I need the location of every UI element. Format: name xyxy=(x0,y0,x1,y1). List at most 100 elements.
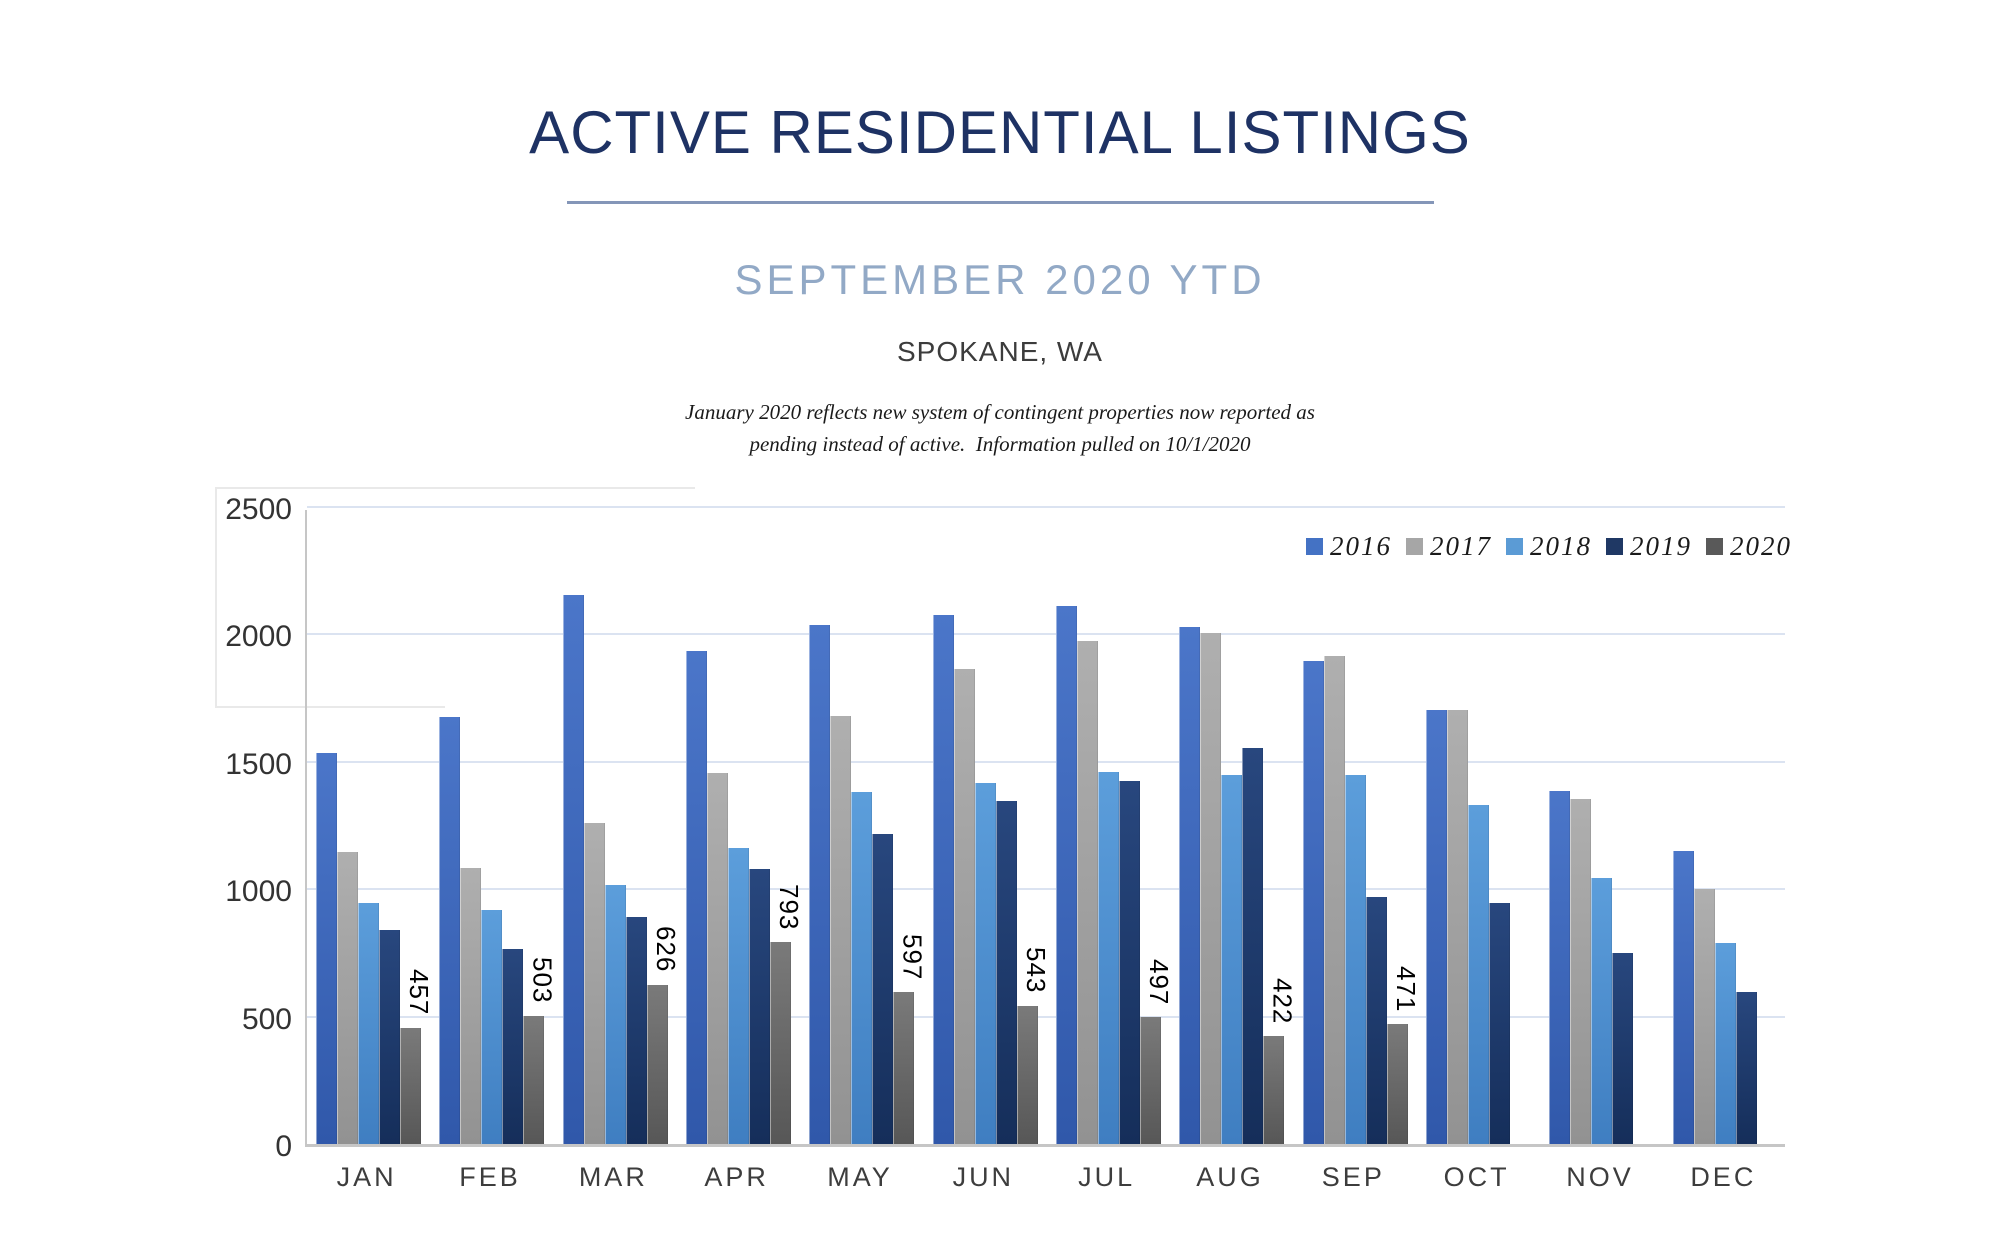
bar-2016-feb xyxy=(439,717,461,1144)
bar-2018-may xyxy=(851,792,873,1144)
x-tick-sep: SEP xyxy=(1321,1162,1385,1192)
bar-2016-nov xyxy=(1549,791,1571,1144)
legend-swatch-icon-2016 xyxy=(1306,538,1323,555)
bar-2016-jan xyxy=(316,752,338,1144)
bar-slot-2019-sep xyxy=(1365,510,1387,1144)
bar-2018-aug xyxy=(1221,774,1243,1144)
bar-2017-mar xyxy=(583,822,605,1144)
bar-slot-2018-jan xyxy=(358,510,380,1144)
x-tick-may: MAY xyxy=(827,1162,893,1192)
bar-2019-jul xyxy=(1119,780,1141,1144)
bar-2018-oct xyxy=(1468,805,1490,1144)
bar-slot-2017-dec xyxy=(1693,510,1715,1144)
bar-slot-2018-nov xyxy=(1591,510,1613,1144)
bar-slot-2016-nov xyxy=(1549,510,1571,1144)
bar-slot-2017-jun xyxy=(953,510,975,1144)
legend-item-2016: 2016 xyxy=(1306,531,1392,562)
bar-2018-jan xyxy=(358,903,380,1144)
bar-slot-2017-mar xyxy=(583,510,605,1144)
bar-2016-dec xyxy=(1672,850,1694,1144)
bar-slot-2016-jun xyxy=(932,510,954,1144)
bar-2016-jul xyxy=(1056,606,1078,1144)
bar-slot-2016-mar xyxy=(562,510,584,1144)
bar-2017-oct xyxy=(1447,709,1469,1144)
bar-slot-2019-oct xyxy=(1489,510,1511,1144)
legend-item-2017: 2017 xyxy=(1406,531,1492,562)
bar-2016-jun xyxy=(932,615,954,1144)
legend-swatch-icon-2018 xyxy=(1506,538,1523,555)
bar-slot-2019-feb xyxy=(502,510,524,1144)
bar-slot-2017-nov xyxy=(1570,510,1592,1144)
legend-label-2016: 2016 xyxy=(1330,531,1392,561)
data-label-2020-sep: 471 xyxy=(1390,965,1421,1012)
bar-slot-2016-aug xyxy=(1179,510,1201,1144)
bar-group-nov xyxy=(1540,510,1663,1144)
x-tick-oct: OCT xyxy=(1443,1162,1510,1192)
bar-2020-apr xyxy=(770,941,792,1144)
bar-2018-jun xyxy=(974,783,996,1144)
bar-2018-apr xyxy=(728,848,750,1144)
bar-slot-2018-feb xyxy=(481,510,503,1144)
bar-slot-2016-may xyxy=(809,510,831,1144)
bar-slot-2019-mar xyxy=(625,510,647,1144)
bar-slot-2020-jan: 457 xyxy=(400,510,434,1144)
bar-slot-2016-apr xyxy=(686,510,708,1144)
x-tick-mar: MAR xyxy=(578,1162,648,1192)
y-axis-labels: 0 500 1000 1500 2000 2500 xyxy=(150,493,292,1163)
bar-slot-2020-may: 597 xyxy=(893,510,927,1144)
bar-group-may: 597 xyxy=(800,510,927,1144)
bar-group-jan: 457 xyxy=(307,510,434,1144)
bar-2019-mar xyxy=(625,917,647,1144)
bar-slot-2020-mar: 626 xyxy=(646,510,681,1144)
bar-slot-2017-feb xyxy=(460,510,482,1144)
bar-2017-jun xyxy=(953,668,975,1144)
x-tick-feb: FEB xyxy=(459,1162,521,1192)
bar-slot-2018-oct xyxy=(1468,510,1490,1144)
background-panel-edge-top xyxy=(215,487,695,489)
bar-slot-2017-apr xyxy=(707,510,729,1144)
x-tick-jul: JUL xyxy=(1078,1162,1136,1192)
note-line-2: pending instead of active. Information p… xyxy=(749,432,1251,456)
bar-slot-2016-jul xyxy=(1056,510,1078,1144)
bar-slot-2020-feb: 503 xyxy=(523,510,557,1144)
legend-swatch-icon-2019 xyxy=(1606,538,1623,555)
data-label-2020-mar: 626 xyxy=(650,926,681,973)
bar-slot-2020-jun: 543 xyxy=(1016,510,1051,1144)
bar-slot-2016-jan xyxy=(316,510,338,1144)
bar-slot-2018-aug xyxy=(1221,510,1243,1144)
bar-2016-mar xyxy=(562,594,584,1144)
bar-slot-2018-jun xyxy=(974,510,996,1144)
legend-item-2020: 2020 xyxy=(1706,531,1792,562)
page-title: ACTIVE RESIDENTIAL LISTINGS xyxy=(529,99,1471,166)
bar-2017-feb xyxy=(460,867,482,1144)
note-line-1: January 2020 reflects new system of cont… xyxy=(685,400,1315,424)
bar-2019-apr xyxy=(749,868,771,1144)
bar-2019-oct xyxy=(1489,903,1511,1144)
bar-2017-nov xyxy=(1570,798,1592,1144)
data-label-2020-apr: 793 xyxy=(774,883,805,930)
bar-slot-2019-jan xyxy=(379,510,401,1144)
y-tick-1500: 1500 xyxy=(225,747,292,781)
bar-2017-apr xyxy=(707,773,729,1144)
bar-2019-dec xyxy=(1735,992,1757,1144)
bar-2019-nov xyxy=(1612,952,1634,1144)
bar-2017-jul xyxy=(1077,640,1099,1144)
x-tick-jun: JUN xyxy=(952,1162,1015,1192)
legend-label-2017: 2017 xyxy=(1430,531,1492,561)
bar-2018-sep xyxy=(1344,774,1366,1144)
bar-slot-2019-may xyxy=(872,510,894,1144)
bar-2017-sep xyxy=(1323,656,1345,1144)
bar-slot-2018-jul xyxy=(1098,510,1120,1144)
gridline-500 xyxy=(307,1015,1785,1018)
background-panel-edge-bottom xyxy=(215,706,445,708)
bar-slot-2018-may xyxy=(851,510,873,1144)
bar-slot-2019-jun xyxy=(995,510,1017,1144)
bar-slot-2017-aug xyxy=(1200,510,1222,1144)
bar-2017-jan xyxy=(337,852,359,1144)
bar-group-sep: 471 xyxy=(1294,510,1421,1144)
bar-2019-jun xyxy=(995,801,1017,1144)
title-underline xyxy=(567,201,1434,204)
x-tick-aug: AUG xyxy=(1196,1162,1264,1192)
bar-2020-aug xyxy=(1263,1036,1285,1144)
x-tick-dec: DEC xyxy=(1690,1162,1757,1192)
